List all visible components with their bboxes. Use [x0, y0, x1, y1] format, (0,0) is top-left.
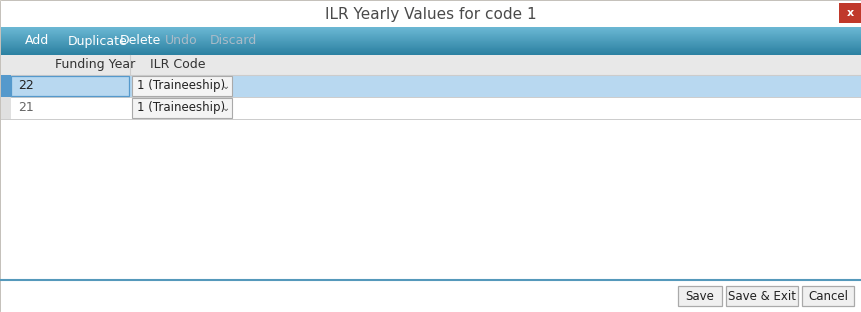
- Bar: [1, 51, 860, 52]
- Text: ⌄: ⌄: [221, 103, 230, 113]
- Bar: [1, 55, 860, 56]
- Bar: [1, 28, 860, 29]
- Bar: [1, 42, 860, 43]
- Bar: [1, 54, 860, 55]
- Text: Discard: Discard: [210, 35, 257, 47]
- Bar: [1, 35, 860, 37]
- Bar: [1, 40, 860, 41]
- Text: Delete: Delete: [120, 35, 161, 47]
- Bar: [1, 280, 860, 312]
- Text: 21: 21: [18, 101, 34, 115]
- Text: x: x: [846, 8, 852, 18]
- Bar: [1, 43, 860, 44]
- Bar: [838, 3, 860, 23]
- Bar: [1, 34, 860, 36]
- Bar: [1, 48, 860, 49]
- Bar: [1, 33, 860, 34]
- Text: Undo: Undo: [164, 35, 197, 47]
- Bar: [1, 34, 860, 35]
- Bar: [1, 48, 860, 49]
- Text: 1 (Traineeship): 1 (Traineeship): [137, 80, 225, 92]
- Bar: [1, 30, 860, 31]
- Bar: [1, 55, 860, 75]
- Bar: [1, 36, 860, 37]
- Bar: [1, 119, 860, 280]
- Bar: [1, 46, 860, 47]
- Text: 1 (Traineeship): 1 (Traineeship): [137, 101, 225, 115]
- Bar: [132, 98, 232, 118]
- Bar: [1, 32, 860, 34]
- Bar: [1, 1, 860, 27]
- Bar: [1, 54, 860, 55]
- Bar: [1, 47, 860, 48]
- Bar: [1, 52, 860, 53]
- Bar: [1, 53, 860, 54]
- Bar: [1, 31, 860, 32]
- Text: Add: Add: [25, 35, 49, 47]
- Text: ILR Code: ILR Code: [150, 58, 205, 71]
- Bar: [132, 76, 232, 96]
- Bar: [1, 49, 860, 50]
- Bar: [1, 38, 860, 39]
- Bar: [1, 38, 860, 39]
- Bar: [1, 30, 860, 31]
- Text: 22: 22: [18, 80, 34, 92]
- Bar: [801, 286, 853, 306]
- Bar: [1, 50, 860, 51]
- Bar: [1, 97, 860, 119]
- Bar: [1, 50, 860, 51]
- Text: Duplicate: Duplicate: [68, 35, 127, 47]
- Text: Save & Exit: Save & Exit: [728, 290, 795, 303]
- Bar: [1, 39, 860, 40]
- Bar: [1, 75, 11, 97]
- Bar: [1, 44, 860, 45]
- Bar: [1, 41, 860, 42]
- Bar: [1, 75, 860, 97]
- Bar: [1, 28, 860, 29]
- Bar: [1, 43, 860, 44]
- Bar: [1, 42, 860, 43]
- Bar: [1, 29, 860, 30]
- Bar: [1, 32, 860, 33]
- Bar: [1, 35, 860, 36]
- Text: ILR Yearly Values for code 1: ILR Yearly Values for code 1: [325, 7, 536, 22]
- Bar: [1, 45, 860, 46]
- Bar: [1, 27, 860, 28]
- Text: Cancel: Cancel: [807, 290, 847, 303]
- Bar: [1, 46, 860, 47]
- Text: Save: Save: [684, 290, 714, 303]
- Bar: [1, 45, 860, 46]
- Bar: [1, 97, 11, 119]
- Bar: [1, 37, 860, 38]
- Bar: [1, 39, 860, 40]
- Text: ⌄: ⌄: [221, 81, 230, 91]
- Bar: [1, 37, 860, 38]
- Bar: [1, 51, 860, 52]
- Bar: [678, 286, 722, 306]
- Bar: [11, 76, 129, 96]
- Bar: [1, 31, 860, 32]
- Bar: [1, 44, 860, 45]
- Bar: [1, 53, 860, 54]
- Bar: [725, 286, 797, 306]
- Bar: [1, 47, 860, 48]
- Bar: [1, 29, 860, 30]
- Text: Funding Year: Funding Year: [55, 58, 135, 71]
- Bar: [1, 32, 860, 33]
- Bar: [1, 40, 860, 41]
- Bar: [1, 27, 860, 28]
- Bar: [1, 36, 860, 37]
- Bar: [1, 33, 860, 35]
- Bar: [1, 49, 860, 50]
- Bar: [1, 52, 860, 53]
- Bar: [1, 41, 860, 42]
